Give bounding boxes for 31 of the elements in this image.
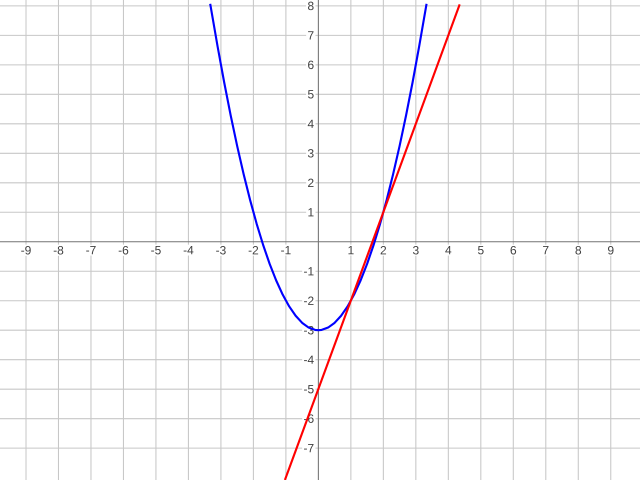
y-tick-label: -5 — [304, 385, 314, 394]
x-tick-label: -5 — [151, 246, 161, 254]
x-tick-label: -8 — [54, 246, 64, 254]
x-tick-label: 7 — [543, 246, 549, 254]
y-tick-label: 4 — [308, 120, 314, 128]
x-tick-label: 6 — [510, 246, 516, 254]
x-tick-label: -4 — [184, 246, 194, 254]
x-tick-label: 3 — [412, 246, 419, 254]
x-tick-label: -7 — [86, 246, 96, 254]
x-tick-label: -2 — [248, 246, 258, 254]
x-tick-label: 4 — [445, 246, 452, 254]
y-tick-label: 2 — [308, 178, 314, 187]
x-tick-label: 2 — [380, 246, 386, 254]
y-tick-label: -2 — [304, 296, 314, 305]
x-tick-label: 5 — [478, 246, 484, 254]
y-tick-label: 5 — [308, 90, 314, 99]
y-tick-label: 7 — [308, 31, 314, 40]
y-tick-label: 1 — [308, 208, 314, 216]
x-tick-label: -9 — [21, 246, 31, 254]
x-tick-label: 8 — [575, 246, 582, 254]
y-tick-label: -1 — [304, 267, 314, 276]
y-tick-label: -4 — [304, 356, 314, 364]
x-tick-label: -6 — [118, 246, 128, 254]
x-tick-label: -1 — [281, 246, 291, 254]
y-tick-label: 6 — [308, 60, 314, 70]
y-tick-label: -7 — [304, 444, 314, 452]
y-tick-label: 3 — [308, 149, 314, 158]
x-tick-label: 9 — [608, 246, 614, 254]
x-tick-label: 1 — [348, 246, 354, 254]
y-tick-label: 8 — [308, 2, 314, 10]
x-tick-label: -3 — [216, 246, 226, 254]
